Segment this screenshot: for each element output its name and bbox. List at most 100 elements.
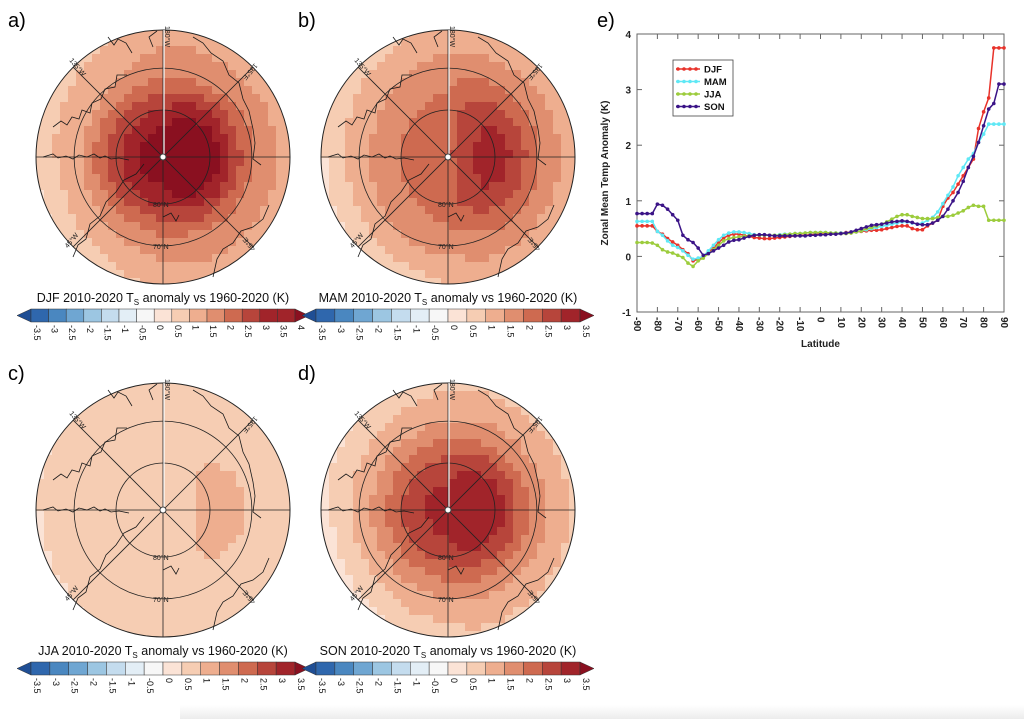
data-point-djf [681, 247, 685, 252]
data-point-mam [645, 219, 649, 224]
data-point-djf [650, 224, 655, 228]
data-point-jja [905, 212, 909, 217]
data-point-djf [839, 231, 843, 235]
panel-label-e: e) [597, 10, 615, 32]
data-point-mam [869, 226, 874, 231]
data-point-jja [823, 230, 828, 235]
data-point-mam [859, 229, 864, 233]
data-point-jja [849, 231, 853, 235]
colorbar-bin [277, 308, 296, 323]
plot-frame [636, 33, 1005, 313]
colorbar-tick-label: -3.5 [317, 678, 327, 694]
data-point-jja [839, 231, 843, 236]
data-point-mam [752, 232, 757, 237]
legend-label-jja: JJA [704, 90, 722, 101]
data-point-jja [726, 236, 731, 241]
data-point-djf [859, 229, 864, 234]
data-point-son [961, 179, 966, 184]
data-point-djf [757, 236, 762, 240]
data-point-mam [823, 230, 828, 235]
colorbar-bin [315, 308, 336, 323]
data-point-mam [675, 245, 680, 250]
data-point-djf [777, 235, 782, 240]
data-point-son [686, 237, 690, 242]
data-point-jja [635, 240, 639, 245]
colorbar-tick-label: 3 [562, 325, 572, 330]
colorbar-tick-label: -2.5 [70, 678, 80, 694]
data-point-djf [951, 190, 955, 195]
colorbar-tick-label: -3 [336, 325, 346, 333]
data-point-son [660, 203, 665, 208]
data-point-djf [941, 204, 945, 209]
colorbar-bin [241, 308, 261, 323]
data-point-son [976, 140, 981, 145]
data-point-jja [941, 214, 945, 219]
colorbar-bin [162, 661, 183, 676]
colorbar-bin [125, 661, 145, 676]
colorbar-bin [30, 661, 51, 676]
colorbar-tick-label: 2 [226, 325, 236, 330]
colorbar-bin [447, 661, 468, 676]
data-point-mam [635, 219, 639, 224]
data-point-djf [997, 46, 1001, 50]
data-point-jja [854, 230, 858, 234]
data-point-djf [808, 232, 813, 237]
colorbar-bin [200, 661, 220, 676]
data-point-jja [640, 240, 644, 245]
legend-box [672, 59, 734, 117]
data-point-jja [757, 233, 762, 238]
colorbar-tick-label: -3.5 [317, 325, 327, 341]
data-point-mam [920, 221, 925, 225]
data-point-djf [767, 236, 772, 241]
data-point-djf [635, 224, 639, 228]
data-point-jja [890, 217, 894, 221]
data-point-mam [935, 210, 940, 214]
colorbar-bin [275, 661, 296, 676]
data-point-djf [915, 227, 920, 232]
data-point-mam [737, 230, 741, 234]
lat-label-70n: 70°N [438, 596, 454, 604]
colorbar-bin [410, 661, 430, 676]
data-point-mam [686, 253, 690, 258]
data-point-mam [732, 230, 736, 234]
colorbar-bin [428, 308, 449, 323]
data-point-jja [884, 220, 889, 224]
data-point-mam [1002, 122, 1006, 126]
data-point-mam [696, 256, 700, 260]
data-point-djf [986, 96, 991, 100]
data-point-son [986, 107, 991, 111]
data-point-mam [711, 243, 716, 248]
colorbar-tick-label: 0 [449, 678, 459, 683]
data-point-son [767, 233, 772, 238]
x-tick-label: 0 [815, 317, 826, 323]
panel-label-d: d) [298, 363, 316, 385]
y-tick-label: 4 [625, 30, 631, 41]
data-point-son [905, 219, 909, 224]
data-point-son [665, 207, 670, 211]
data-point-mam [670, 243, 675, 248]
data-point-son [941, 214, 945, 219]
data-point-jja [864, 226, 869, 231]
colorbar-tick-label: 1 [487, 678, 497, 683]
data-point-jja [706, 251, 711, 256]
x-tick-label: -90 [631, 317, 642, 332]
lon-label-180w: 180°W [163, 379, 171, 400]
data-point-jja [992, 218, 996, 223]
map-title-jja: JJA 2010-2020 TS anomaly vs 1960-2020 (K… [38, 644, 288, 660]
data-point-djf [711, 246, 716, 250]
colorbar-bin [372, 308, 392, 323]
colorbar-bin [101, 308, 120, 323]
data-point-mam [905, 220, 909, 224]
data-point-djf [992, 46, 996, 50]
colorbar-bin [466, 308, 486, 323]
colorbar-bin [238, 661, 258, 676]
colorbar-mam: -3.5 -3 -2.5 -2 -1.5 -1 -0.5 0 0.5 1 1.5 2 2.5 3 3.5 [301, 308, 595, 341]
data-point-jja [691, 264, 695, 269]
colorbar-tick-label: 1.5 [506, 325, 516, 338]
data-point-jja [665, 250, 670, 254]
data-point-son [706, 251, 711, 256]
x-axis-label: Latitude [801, 339, 840, 350]
colorbar-bin [83, 308, 102, 323]
data-point-jja [721, 239, 726, 243]
series-line-mam [637, 123, 1004, 260]
